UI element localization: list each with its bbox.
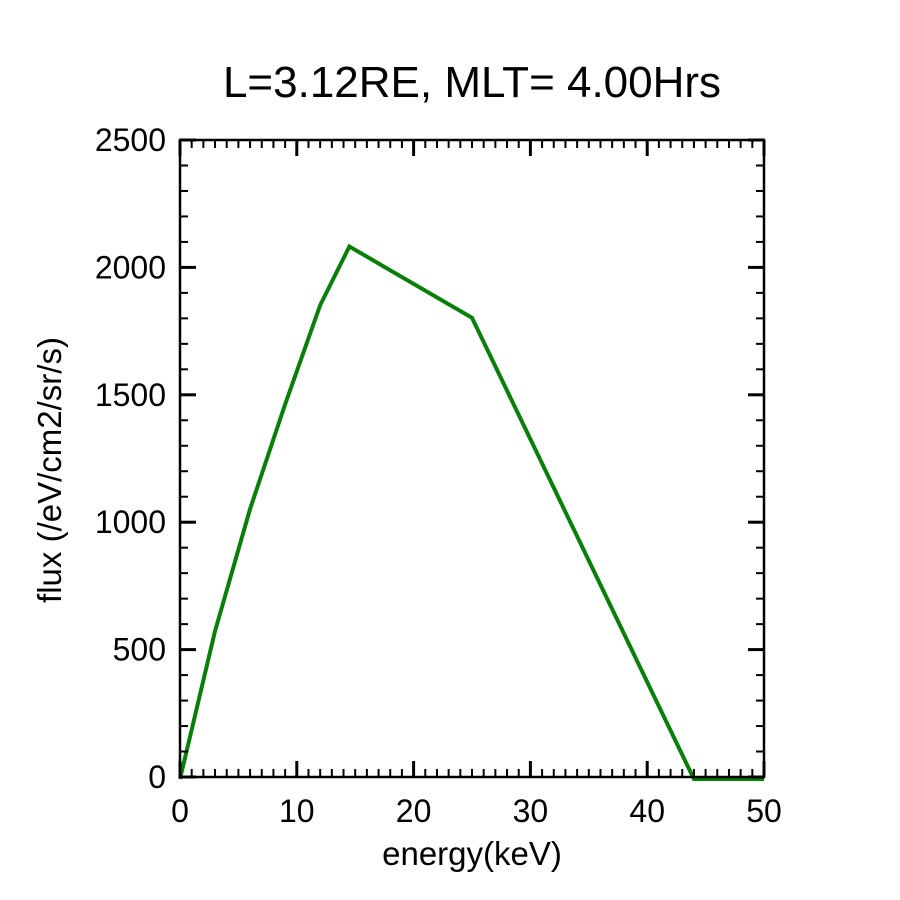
y-tick-label: 2500: [95, 122, 166, 158]
chart-title: L=3.12RE, MLT= 4.00Hrs: [222, 58, 722, 107]
y-tick-label: 1500: [95, 377, 166, 413]
y-axis-label: flux (/eV/cm2/sr/s): [31, 337, 68, 603]
flux-line: [178, 243, 764, 781]
x-tick-label: 30: [513, 793, 549, 829]
x-tick-label: 10: [279, 793, 315, 829]
x-tick-label: 0: [171, 793, 189, 829]
y-tick-label: 500: [113, 632, 166, 668]
x-tick-label: 50: [746, 793, 782, 829]
x-tick-label: 20: [396, 793, 432, 829]
y-tick-label: 1000: [95, 504, 166, 540]
x-axis-label: energy(keV): [382, 835, 562, 872]
y-tick-label: 0: [148, 759, 166, 795]
x-tick-label: 40: [629, 793, 665, 829]
y-tick-label: 2000: [95, 249, 166, 285]
